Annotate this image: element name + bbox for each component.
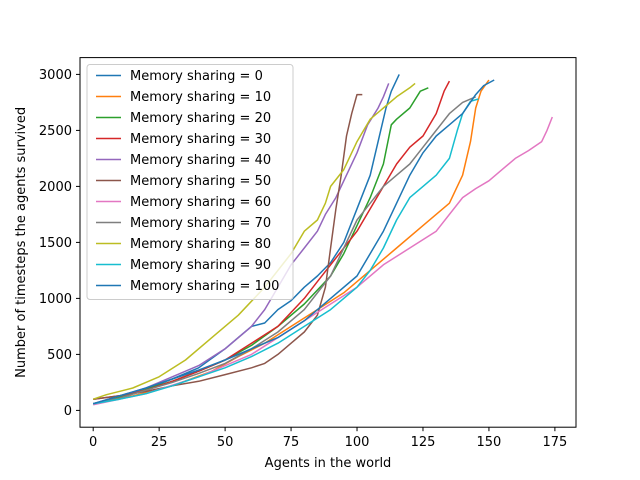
x-tick-label: 25	[151, 435, 168, 450]
x-axis-ticks: 0 25 50 75 100 125 150 175	[89, 427, 567, 450]
x-tick-label: 175	[542, 435, 567, 450]
x-tick-label: 75	[283, 435, 300, 450]
series-line-8	[92, 82, 416, 400]
series-layer	[92, 74, 553, 406]
series-line-6	[93, 116, 553, 406]
legend-label: Memory sharing = 90	[130, 258, 271, 273]
x-tick-label: 50	[217, 435, 234, 450]
y-tick-label: 0	[64, 404, 72, 419]
x-axis-label: Agents in the world	[265, 456, 392, 471]
legend-label: Memory sharing = 80	[130, 237, 271, 252]
series-line-10	[92, 79, 495, 405]
legend-label: Memory sharing = 100	[130, 279, 279, 294]
y-tick-label: 3000	[39, 68, 72, 83]
legend-label: Memory sharing = 60	[130, 195, 271, 210]
x-tick-label: 0	[89, 435, 97, 450]
legend-label: Memory sharing = 70	[130, 216, 271, 231]
y-tick-label: 1000	[39, 292, 72, 307]
legend-label: Memory sharing = 10	[130, 90, 271, 105]
legend-label: Memory sharing = 40	[130, 153, 271, 168]
series-line-4	[92, 83, 390, 405]
y-tick-label: 1500	[39, 236, 72, 251]
legend-label: Memory sharing = 20	[130, 111, 271, 126]
x-tick-label: 150	[477, 435, 502, 450]
legend-label: Memory sharing = 50	[130, 174, 271, 189]
x-tick-label: 100	[345, 435, 370, 450]
series-line-3	[93, 80, 451, 400]
legend-label: Memory sharing = 0	[130, 69, 263, 84]
y-axis-ticks: 0 500 1000 1500 2000 2500 3000	[39, 68, 80, 419]
legend: Memory sharing = 0 Memory sharing = 10 Mem…	[86, 64, 294, 300]
series-line-9	[93, 98, 479, 405]
y-tick-label: 2500	[39, 124, 72, 139]
y-tick-label: 2000	[39, 180, 72, 195]
legend-box	[86, 64, 294, 300]
y-tick-label: 500	[47, 348, 72, 363]
x-tick-label: 125	[411, 435, 436, 450]
y-axis-label: Number of timesteps the agents survived	[14, 107, 29, 378]
legend-label: Memory sharing = 30	[130, 132, 271, 147]
series-line-7	[93, 96, 476, 405]
